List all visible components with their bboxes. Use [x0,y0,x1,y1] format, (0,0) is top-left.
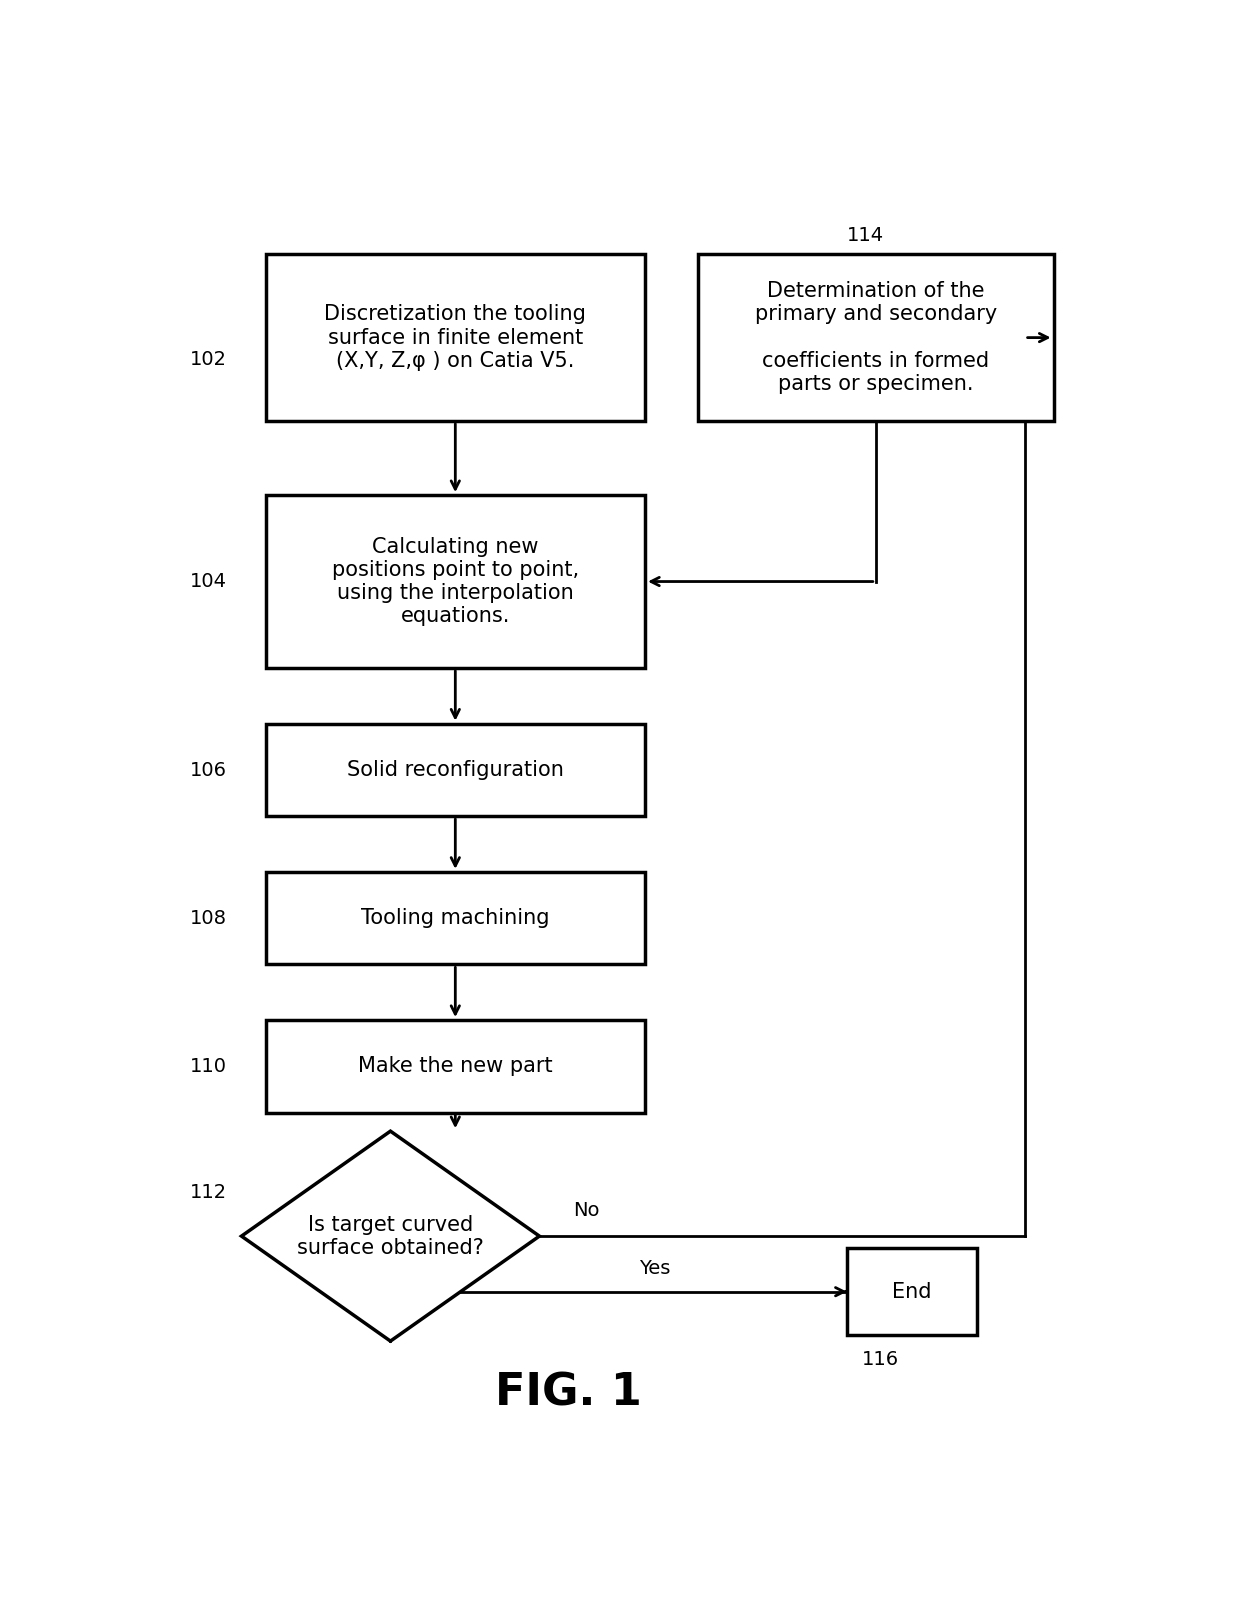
Text: 102: 102 [190,350,227,369]
Text: FIG. 1: FIG. 1 [495,1371,641,1415]
Polygon shape [242,1131,539,1341]
FancyBboxPatch shape [265,723,645,816]
Text: Determination of the
primary and secondary

coefficients in formed
parts or spec: Determination of the primary and seconda… [755,281,997,395]
FancyBboxPatch shape [698,255,1054,420]
FancyBboxPatch shape [265,496,645,667]
Text: Calculating new
positions point to point,
using the interpolation
equations.: Calculating new positions point to point… [332,537,579,626]
Text: 106: 106 [190,760,227,780]
Text: 114: 114 [847,226,884,245]
Text: 104: 104 [190,573,227,590]
FancyBboxPatch shape [265,1020,645,1113]
Text: 108: 108 [190,909,227,929]
Text: Tooling machining: Tooling machining [361,908,549,929]
Text: 116: 116 [862,1349,899,1368]
FancyBboxPatch shape [847,1248,977,1335]
Text: Discretization the tooling
surface in finite element
(X,Y, Z,φ ) on Catia V5.: Discretization the tooling surface in fi… [325,305,587,371]
Text: Make the new part: Make the new part [358,1057,553,1076]
Text: 110: 110 [190,1057,227,1076]
Text: Solid reconfiguration: Solid reconfiguration [347,760,564,780]
FancyBboxPatch shape [265,255,645,420]
Text: Yes: Yes [639,1259,671,1278]
Text: End: End [892,1282,931,1302]
Text: Is target curved
surface obtained?: Is target curved surface obtained? [298,1214,484,1258]
Text: 112: 112 [190,1184,227,1203]
FancyBboxPatch shape [265,873,645,964]
Text: No: No [573,1201,599,1221]
